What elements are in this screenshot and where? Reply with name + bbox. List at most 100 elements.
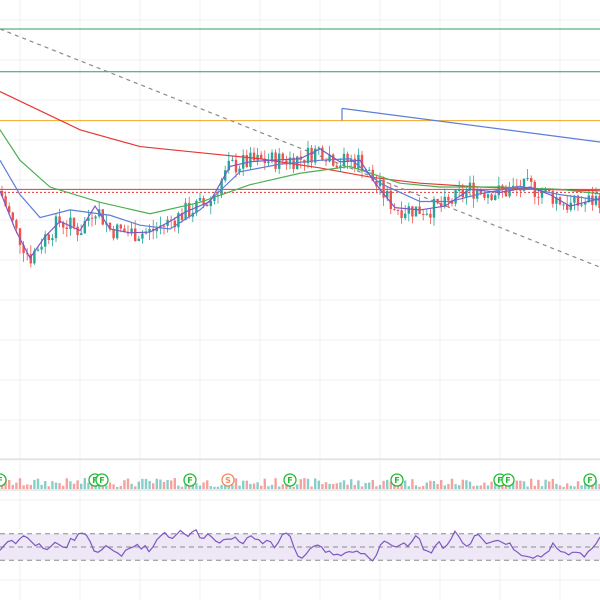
volume-bar bbox=[551, 478, 554, 489]
candle bbox=[220, 180, 223, 195]
volume-bar bbox=[303, 478, 306, 489]
volume-bar bbox=[569, 485, 572, 489]
candle bbox=[58, 216, 61, 223]
volume-bar bbox=[22, 485, 25, 489]
event-marker bbox=[283, 473, 297, 487]
volume-bar bbox=[472, 485, 475, 489]
candle bbox=[422, 213, 425, 215]
volume-bar bbox=[400, 484, 403, 489]
volume-bar bbox=[522, 481, 526, 489]
candle bbox=[33, 250, 36, 264]
candle bbox=[472, 182, 475, 199]
candle bbox=[339, 165, 342, 168]
candle bbox=[310, 147, 313, 163]
candle bbox=[18, 228, 22, 246]
event-marker-label: F bbox=[394, 476, 399, 485]
volume-bar bbox=[414, 485, 418, 489]
volume-bar bbox=[267, 486, 270, 489]
volume-bar bbox=[512, 481, 515, 489]
volume-bar bbox=[213, 486, 216, 489]
event-marker-label: S bbox=[225, 476, 231, 485]
candle bbox=[490, 194, 493, 201]
volume-bar bbox=[386, 479, 389, 489]
volume-bar bbox=[116, 486, 119, 489]
candle bbox=[447, 196, 450, 201]
candle bbox=[324, 160, 328, 162]
moving-averages bbox=[0, 91, 600, 260]
event-marker bbox=[390, 473, 404, 487]
candle bbox=[393, 209, 396, 211]
volume-bar bbox=[159, 479, 162, 489]
candle bbox=[44, 234, 47, 247]
candle bbox=[573, 195, 576, 203]
candle bbox=[188, 202, 191, 217]
volume-bar bbox=[375, 486, 378, 489]
volume-bar bbox=[134, 486, 137, 489]
volume-bar bbox=[155, 478, 158, 489]
candle bbox=[425, 213, 428, 215]
candle bbox=[382, 180, 385, 198]
volume-bar bbox=[530, 478, 533, 489]
candle bbox=[177, 213, 180, 228]
volume-bar bbox=[58, 483, 61, 489]
candle bbox=[180, 213, 184, 220]
volume-bar bbox=[436, 484, 439, 489]
event-markers: FFFFSFFFFF bbox=[0, 473, 597, 487]
volume-bar bbox=[544, 479, 547, 489]
volume-bar bbox=[242, 480, 245, 489]
volume-bar bbox=[342, 480, 346, 489]
volume-bar bbox=[306, 478, 310, 489]
volume-bar bbox=[126, 478, 130, 489]
volume-bar bbox=[0, 484, 4, 489]
candle bbox=[54, 216, 58, 239]
candle bbox=[213, 195, 216, 201]
volume-bar bbox=[170, 480, 173, 489]
candle bbox=[544, 188, 547, 193]
volume-bar bbox=[432, 481, 436, 489]
candle bbox=[65, 227, 68, 230]
candle bbox=[36, 249, 40, 251]
volume-bar bbox=[216, 486, 220, 489]
volume-bar bbox=[404, 480, 407, 489]
volume-bar bbox=[580, 485, 583, 489]
volume-bar bbox=[332, 484, 335, 489]
moving-average-line bbox=[0, 158, 600, 230]
candle bbox=[123, 228, 126, 233]
event-marker bbox=[95, 473, 109, 487]
volume-bar bbox=[368, 482, 371, 489]
volume-bar bbox=[141, 478, 144, 489]
candle bbox=[580, 204, 583, 206]
candle bbox=[508, 187, 511, 197]
candle bbox=[15, 220, 18, 229]
volume-bar bbox=[220, 484, 223, 489]
volume-bar bbox=[112, 484, 115, 489]
volume-bar bbox=[69, 481, 72, 489]
candle bbox=[231, 159, 234, 161]
volume-bar bbox=[249, 483, 252, 489]
candle bbox=[234, 159, 238, 173]
candle bbox=[90, 217, 94, 219]
volume-bar bbox=[256, 482, 259, 489]
volume-bar bbox=[252, 483, 256, 489]
volume-bar bbox=[29, 484, 32, 489]
volume-bar bbox=[184, 483, 187, 489]
event-marker bbox=[501, 473, 515, 487]
volume-bar bbox=[47, 486, 50, 489]
volume-bar bbox=[260, 485, 263, 489]
volume-bar bbox=[382, 480, 385, 489]
volume-bar bbox=[90, 484, 94, 489]
volume-bar bbox=[87, 482, 90, 489]
volume-bar bbox=[548, 481, 551, 489]
candle bbox=[306, 147, 310, 164]
candle bbox=[335, 165, 338, 168]
volume-bar bbox=[36, 478, 40, 489]
volume-bar bbox=[162, 482, 166, 489]
volume-bar bbox=[371, 479, 374, 489]
volume-bar bbox=[562, 486, 565, 489]
volume-bar bbox=[80, 483, 83, 489]
volume-bar bbox=[483, 482, 486, 489]
candle bbox=[256, 154, 259, 161]
event-marker-label: F bbox=[505, 476, 510, 485]
event-marker-label: F bbox=[92, 476, 97, 485]
candle bbox=[270, 152, 274, 162]
